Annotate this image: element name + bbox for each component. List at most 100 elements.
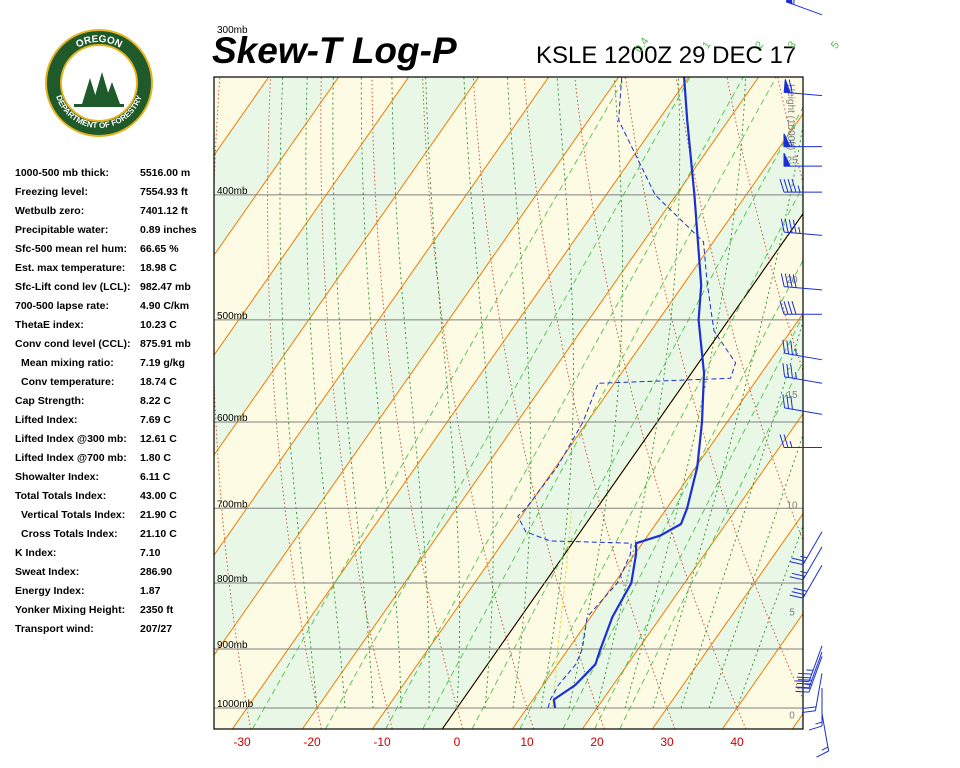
wind-barb-pennant — [783, 79, 791, 94]
moist-adiabat-line — [736, 524, 803, 709]
index-label: Cap Strength: — [15, 395, 85, 407]
wind-barb-feather — [783, 178, 789, 193]
wind-barb — [779, 301, 822, 315]
index-row: Conv cond level (CCL): 875.91 mb — [15, 338, 215, 357]
x-tick-label: 40 — [730, 735, 744, 749]
wind-barb-feather — [791, 178, 797, 193]
wind-barb-feather — [792, 274, 797, 288]
wind-barb — [782, 339, 823, 361]
dry-adiabat-line — [930, 77, 960, 729]
moist-adiabat-line — [279, 77, 318, 709]
dewpoint-profile-line — [517, 77, 737, 709]
index-row: Mean mixing ratio: 7.19 g/kg — [15, 357, 215, 376]
wind-barb-half-feather — [795, 371, 797, 379]
mixing-ratio-label: 3 — [786, 39, 799, 51]
index-row: Transport wind: 207/27 — [15, 623, 215, 642]
mixing-ratio-line — [252, 77, 626, 729]
index-row: Conv temperature: 18.74 C — [15, 376, 215, 395]
dry-adiabat-line — [214, 77, 252, 729]
wind-barb-feather — [792, 219, 797, 234]
wind-barb-staff — [808, 656, 823, 693]
wind-barb-staff — [784, 376, 823, 384]
index-row: Sfc-500 mean rel hum: 66.65 % — [15, 243, 215, 262]
index-label: 1000-500 mb thick: — [15, 167, 109, 179]
index-value: 1.87 — [140, 585, 161, 597]
wind-barb-staff — [802, 531, 823, 565]
wind-barb-feather — [780, 218, 785, 233]
isotherm-line — [214, 77, 340, 257]
wind-barb — [808, 688, 823, 731]
wind-barb — [783, 133, 822, 148]
isotherm-line — [214, 77, 410, 357]
temperature-profile-line — [552, 77, 706, 709]
wind-barb-staff — [784, 231, 823, 236]
index-label: Conv temperature: — [21, 376, 115, 388]
index-value: 2350 ft — [140, 604, 174, 616]
mixing-ratio-label: 5 — [829, 39, 842, 51]
isotherm-line — [0, 77, 59, 729]
pressure-label: 700mb — [217, 499, 248, 510]
wind-barb — [789, 565, 823, 599]
height-label: 25 — [786, 155, 798, 166]
mixing-ratio-label: 0.4 — [633, 36, 652, 55]
index-label: Cross Totals Index: — [21, 528, 118, 540]
wind-barb-half-feather — [789, 440, 793, 448]
index-row: ThetaE index: 10.23 C — [15, 319, 215, 338]
dry-adiabat-line — [320, 77, 393, 729]
moist-adiabat-line — [652, 122, 803, 709]
isotherm-line — [791, 712, 803, 729]
dry-adiabat-line — [422, 77, 535, 729]
moist-adiabat-line — [391, 77, 430, 708]
isotherm-line — [511, 312, 803, 729]
index-label: Vertical Totals Index: — [21, 509, 126, 521]
wind-barb-feather — [779, 178, 785, 193]
wind-barb — [789, 531, 823, 566]
wind-barb-feather — [780, 273, 785, 287]
wind-barb-feather — [801, 710, 816, 713]
height-label: 20 — [786, 275, 798, 286]
x-tick-label: 30 — [660, 735, 674, 749]
wind-barb-feather — [787, 301, 793, 315]
dry-adiabat-line — [472, 77, 605, 729]
pressure-label: 400mb — [217, 186, 248, 197]
index-label: Total Totals Index: — [15, 490, 107, 502]
wind-barb-feather — [779, 301, 785, 315]
wind-barb-feather — [782, 339, 786, 354]
wind-barb-feather — [798, 672, 812, 675]
wind-barb-feather — [790, 341, 793, 355]
dry-adiabat-line — [155, 77, 180, 729]
index-row: Est. max temperature: 18.98 C — [15, 262, 215, 281]
index-label: Sweat Index: — [15, 566, 80, 578]
index-value: 18.98 C — [140, 262, 177, 274]
height-label: 10 — [786, 501, 798, 512]
index-value: 6.11 C — [140, 471, 171, 483]
x-tick-label: 0 — [454, 735, 461, 749]
index-label: 700-500 lapse rate: — [15, 300, 109, 312]
wind-barb-staff — [802, 546, 823, 581]
wind-barb-feather — [789, 594, 804, 599]
index-value: 66.65 % — [140, 243, 179, 255]
index-value: 43.00 C — [140, 490, 177, 502]
index-label: Sfc-Lift cond lev (LCL): — [15, 281, 131, 293]
index-label: K Index: — [15, 547, 57, 559]
index-value: 4.90 C/km — [140, 300, 190, 312]
sounding-indices-table: 1000-500 mb thick: 5516.00 m Freezing leve… — [15, 167, 215, 642]
wind-barb — [782, 363, 823, 384]
index-row: 1000-500 mb thick: 5516.00 m — [15, 167, 215, 186]
index-row: Precipitable water: 0.89 inches — [15, 224, 215, 243]
wind-barb-feather — [786, 363, 790, 378]
wind-barb-staff — [784, 286, 823, 291]
x-tick-label: 20 — [590, 735, 604, 749]
wind-barb-feather — [786, 394, 790, 409]
wind-barb-feather — [788, 273, 793, 288]
wind-barb-feather — [791, 591, 806, 596]
mixing-ratio-label: 1 — [700, 39, 713, 51]
isotherm-band — [0, 77, 59, 729]
isotherm-line — [214, 77, 550, 557]
index-value: 18.74 C — [140, 376, 177, 388]
index-value: 0.89 inches — [140, 224, 197, 236]
wind-barb-half-feather — [795, 348, 797, 356]
pressure-label: 600mb — [217, 413, 248, 424]
wind-barb-feather — [791, 301, 797, 315]
wind-barb-half-feather — [797, 185, 801, 193]
